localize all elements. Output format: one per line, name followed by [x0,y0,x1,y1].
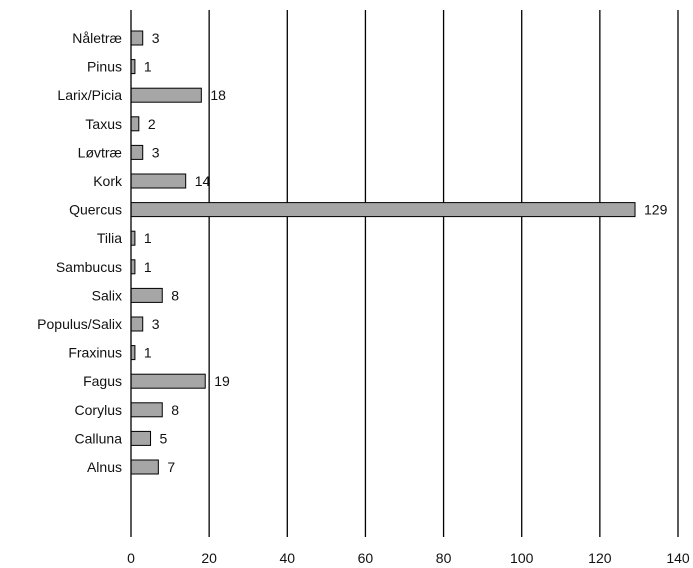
bar [130,316,144,332]
x-tick-label: 40 [279,550,295,566]
x-tick-label: 100 [510,550,534,566]
bar [130,87,202,103]
x-tick-label: 60 [358,550,374,566]
bar [130,373,206,389]
value-label: 19 [214,373,230,389]
x-tick-label: 20 [201,550,217,566]
value-label: 18 [210,87,226,103]
category-label: Tilia [97,230,122,246]
category-label: Fraxinus [68,345,122,361]
value-label: 5 [160,430,168,446]
bar [130,287,163,303]
value-label: 3 [152,316,160,332]
category-label: Quercus [69,202,122,218]
x-axis: 0 20 40 60 80 100 120 140 [127,10,690,566]
value-label: 8 [171,402,179,418]
category-label: Larix/Picia [57,87,122,103]
x-tick-label: 80 [436,550,452,566]
bars [130,30,636,475]
x-tick-label: 0 [127,550,135,566]
value-label: 1 [144,259,152,275]
value-label: 8 [171,287,179,303]
category-label: Corylus [75,402,122,418]
gridlines [208,10,679,537]
value-label: 3 [152,30,160,46]
category-labels: Nåletræ Pinus Larix/Picia Taxus Løvtræ Kork Qu… [37,30,123,475]
category-label: Kork [93,173,123,189]
bar [130,430,152,446]
value-label: 1 [144,345,152,361]
bar [130,30,144,46]
value-label: 7 [167,459,175,475]
bar [130,116,140,132]
category-label: Populus/Salix [37,316,122,332]
category-label: Pinus [87,59,122,75]
category-label: Løvtræ [78,144,122,160]
bar [130,144,144,160]
category-label: Fagus [83,373,122,389]
category-label: Nåletræ [72,30,122,46]
x-tick-label: 140 [666,550,690,566]
value-label: 2 [148,116,156,132]
category-label: Alnus [87,459,122,475]
category-label: Calluna [75,430,123,446]
bar [130,459,159,475]
value-label: 1 [144,59,152,75]
bar [130,402,163,418]
category-label: Taxus [85,116,122,132]
category-label: Salix [92,287,122,303]
value-label: 1 [144,230,152,246]
value-label: 3 [152,144,160,160]
value-label: 129 [644,202,668,218]
x-tick-label: 120 [588,550,612,566]
value-label: 14 [195,173,211,189]
bar [130,173,187,189]
category-label: Sambucus [56,259,122,275]
bar [130,202,636,218]
